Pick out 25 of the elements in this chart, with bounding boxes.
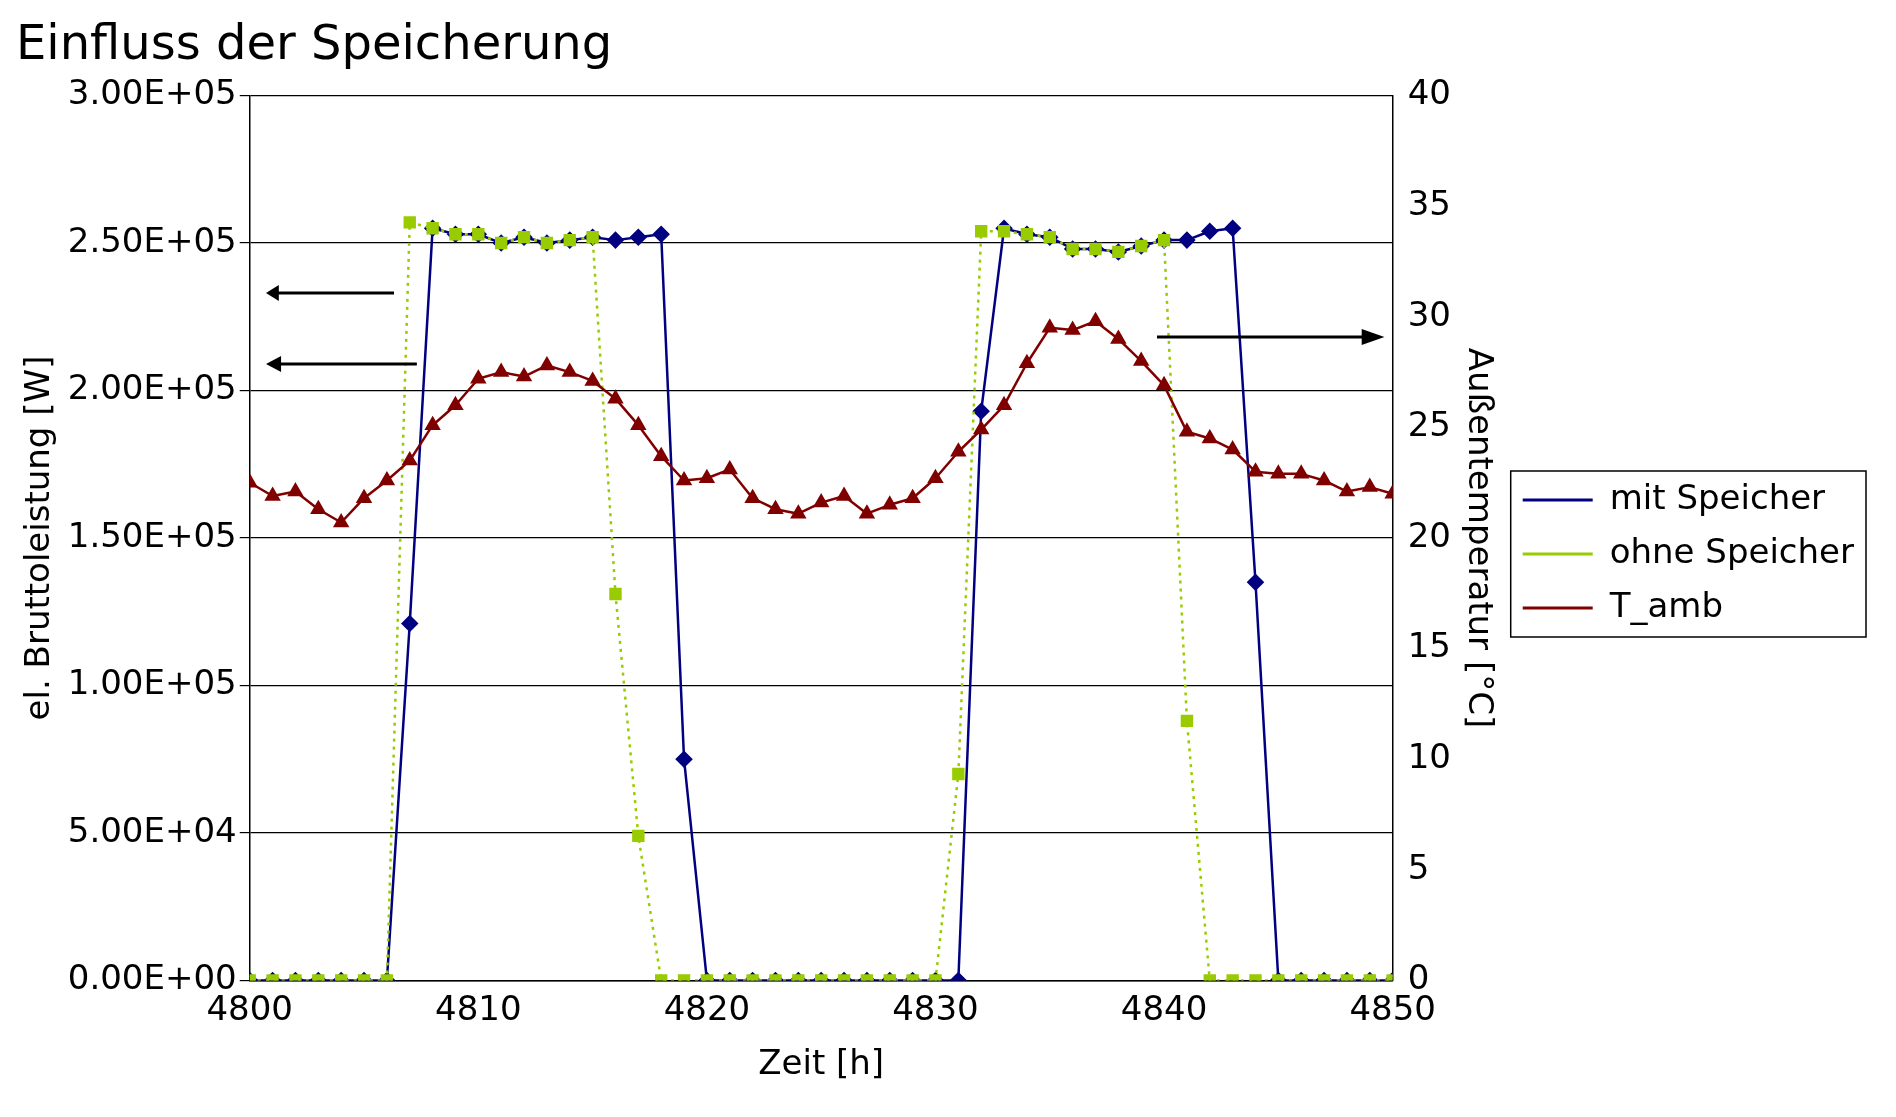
y-tick-label: 2.50E+05 <box>67 219 237 260</box>
legend-label: mit Speicher <box>1609 476 1826 517</box>
y-tick-label: 1.50E+05 <box>67 514 237 555</box>
y2-tick-label: 15 <box>1407 625 1451 666</box>
y-tick-label: 3.00E+05 <box>67 72 237 113</box>
chart-title: Einfluss der Speicherung <box>16 14 613 71</box>
x-tick-label: 4820 <box>663 987 751 1028</box>
y2-axis-title: Außentemperatur [°C] <box>1461 347 1502 729</box>
x-tick-label: 4840 <box>1120 987 1208 1028</box>
y2-tick-label: 5 <box>1407 846 1430 887</box>
y-tick-label: 5.00E+04 <box>67 809 237 850</box>
y-axis-title: el. Bruttoleistung [W] <box>17 355 58 721</box>
y-tick-label: 1.00E+05 <box>67 662 237 703</box>
x-tick-label: 4810 <box>435 987 522 1028</box>
y2-tick-label: 40 <box>1407 72 1451 113</box>
x-tick-label: 4830 <box>892 987 979 1028</box>
y2-tick-label: 25 <box>1407 404 1451 445</box>
y2-tick-label: 10 <box>1407 736 1451 777</box>
y2-tick-label: 35 <box>1407 183 1451 224</box>
legend-label: ohne Speicher <box>1609 530 1855 571</box>
x-axis-title: Zeit [h] <box>758 1042 885 1083</box>
y2-tick-label: 20 <box>1407 514 1451 555</box>
y2-tick-label: 30 <box>1407 293 1451 334</box>
legend-label: T_amb <box>1608 584 1724 625</box>
y-tick-label: 2.00E+05 <box>67 367 237 408</box>
